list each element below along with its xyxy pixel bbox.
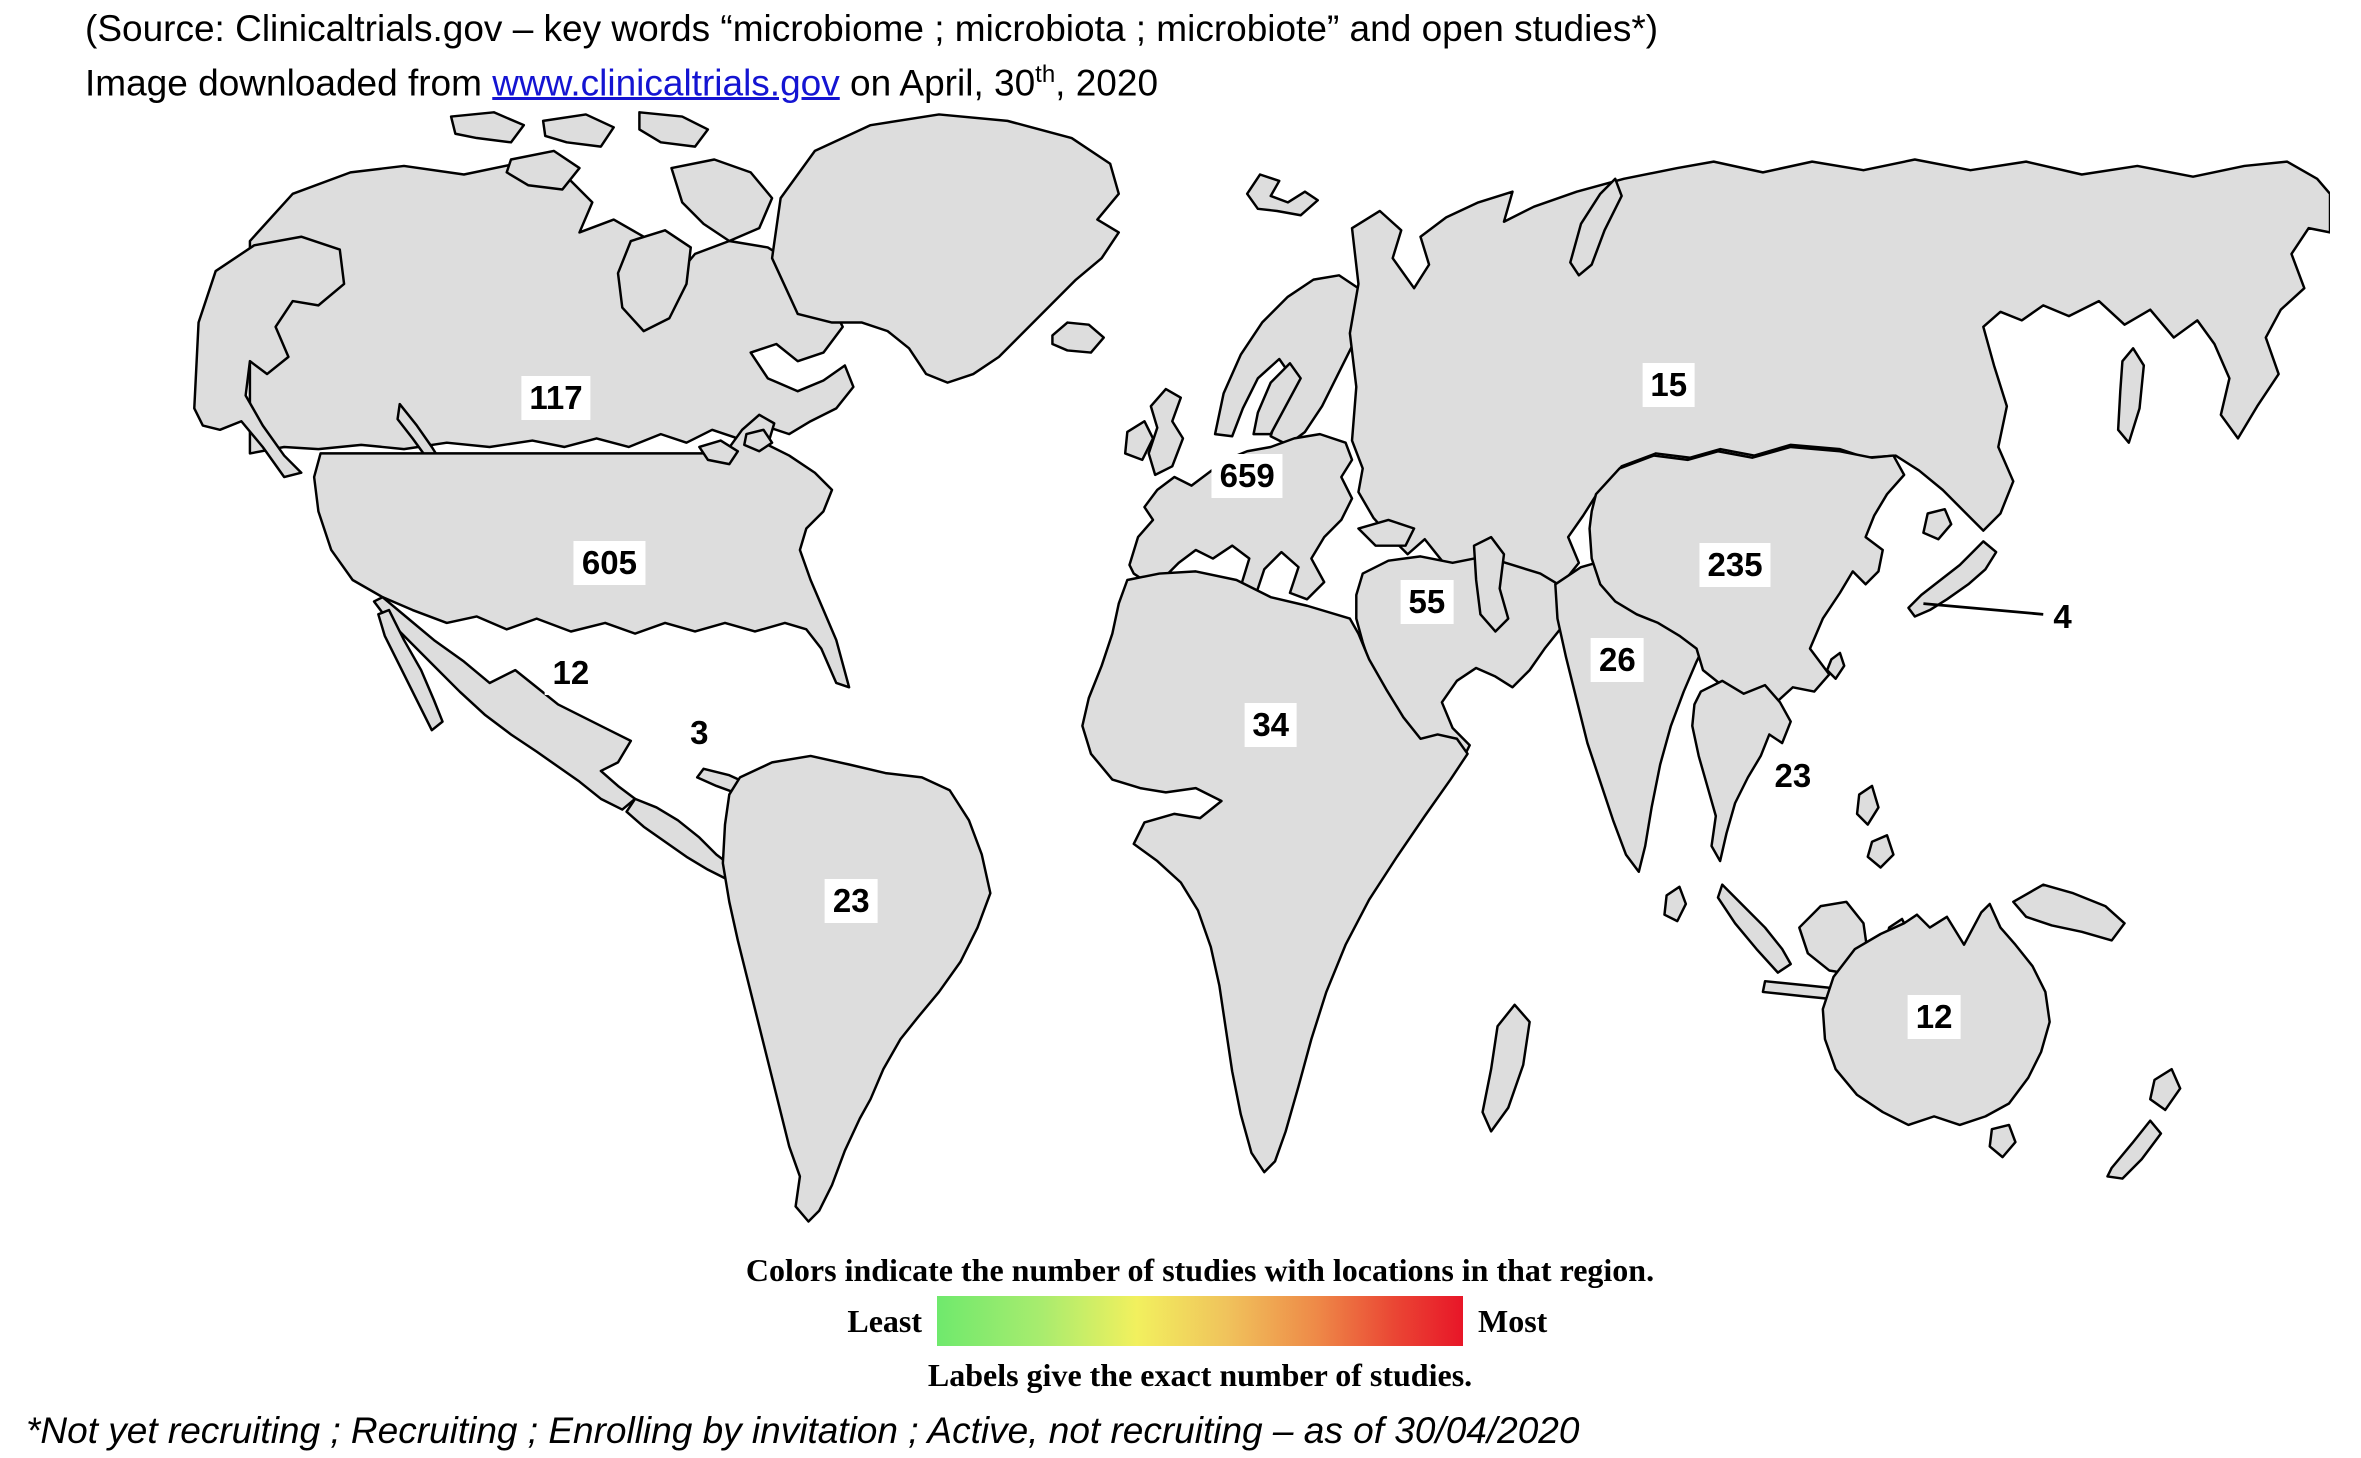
japan-pointer-line xyxy=(1923,602,2044,616)
region-arctic-island-2 xyxy=(541,113,615,148)
region-madagascar xyxy=(1481,1003,1531,1133)
region-sri-lanka xyxy=(1663,885,1688,923)
legend-gradient-row: Least Most xyxy=(745,1296,1655,1346)
region-japan-hokkaido xyxy=(1922,507,1953,541)
region-svalbard xyxy=(1245,173,1320,217)
region-africa xyxy=(1081,570,1469,1174)
region-arctic-island-1 xyxy=(449,111,526,144)
world-map-svg xyxy=(193,111,2330,1223)
region-greenland xyxy=(770,113,1120,384)
region-europe-mainland xyxy=(1128,432,1354,601)
download-line-year: , 2020 xyxy=(1055,62,1159,104)
legend-subtitle: Labels give the exact number of studies. xyxy=(927,1357,1473,1393)
download-line: Image downloaded from www.clinicaltrials… xyxy=(85,52,1658,106)
region-south-america xyxy=(721,754,992,1223)
source-header: (Source: Clinicaltrials.gov – key words … xyxy=(85,6,1658,106)
water-caspian-sea xyxy=(1472,535,1510,633)
region-alaska xyxy=(193,235,346,479)
legend-most-label: Most xyxy=(1478,1303,1548,1339)
world-map: 117 605 12 3 23 659 15 55 34 235 26 4 23 12 xyxy=(190,108,2330,1288)
region-great-britain xyxy=(1147,387,1185,477)
region-novaya-zemlya xyxy=(1569,177,1623,277)
legend-gradient-bar xyxy=(937,1296,1463,1346)
region-baja xyxy=(377,608,444,732)
region-arctic-island-baffin xyxy=(670,158,774,243)
region-japan-honshu xyxy=(1907,540,1998,618)
water-great-lake-2 xyxy=(743,428,774,453)
source-line: (Source: Clinicaltrials.gov – key words … xyxy=(85,8,1659,49)
region-sumatra xyxy=(1716,883,1792,974)
region-nz-north-island xyxy=(2149,1067,2182,1112)
legend-least-label: Least xyxy=(847,1303,922,1339)
water-hudson-bay xyxy=(616,229,692,333)
download-line-prefix: Image downloaded from xyxy=(85,62,493,104)
legend-title: Colors indicate the number of studies wi… xyxy=(745,1252,1655,1288)
date-ordinal-suffix: th xyxy=(1035,61,1056,88)
region-new-guinea xyxy=(2012,883,2126,942)
region-central-america xyxy=(625,797,735,880)
region-nz-south-island xyxy=(2106,1119,2163,1180)
water-black-sea xyxy=(1357,518,1416,547)
footnote: *Not yet recruiting ; Recruiting ; Enrol… xyxy=(26,1410,1580,1451)
region-taiwan xyxy=(1825,651,1846,680)
region-ireland xyxy=(1123,420,1155,462)
region-mindanao xyxy=(1866,834,1895,869)
region-sakhalin xyxy=(2116,347,2146,444)
clinicaltrials-link[interactable]: www.clinicaltrials.gov xyxy=(492,62,840,104)
water-baltic-sea xyxy=(1252,362,1302,436)
region-iceland xyxy=(1051,321,1106,354)
region-se-asia-mainland xyxy=(1691,679,1792,863)
region-russia xyxy=(1348,158,2330,627)
water-great-lake-1 xyxy=(698,439,740,466)
region-tasmania xyxy=(1988,1123,2017,1159)
region-arctic-island-3 xyxy=(638,111,710,148)
map-legend: Colors indicate the number of studies wi… xyxy=(745,1250,1655,1395)
region-arctic-island-4 xyxy=(505,149,581,191)
region-luzon xyxy=(1855,784,1880,826)
region-mexico xyxy=(372,595,637,811)
download-line-date: on April, 30 xyxy=(839,62,1036,104)
region-canada xyxy=(248,162,855,455)
region-scandinavia xyxy=(1213,274,1362,447)
